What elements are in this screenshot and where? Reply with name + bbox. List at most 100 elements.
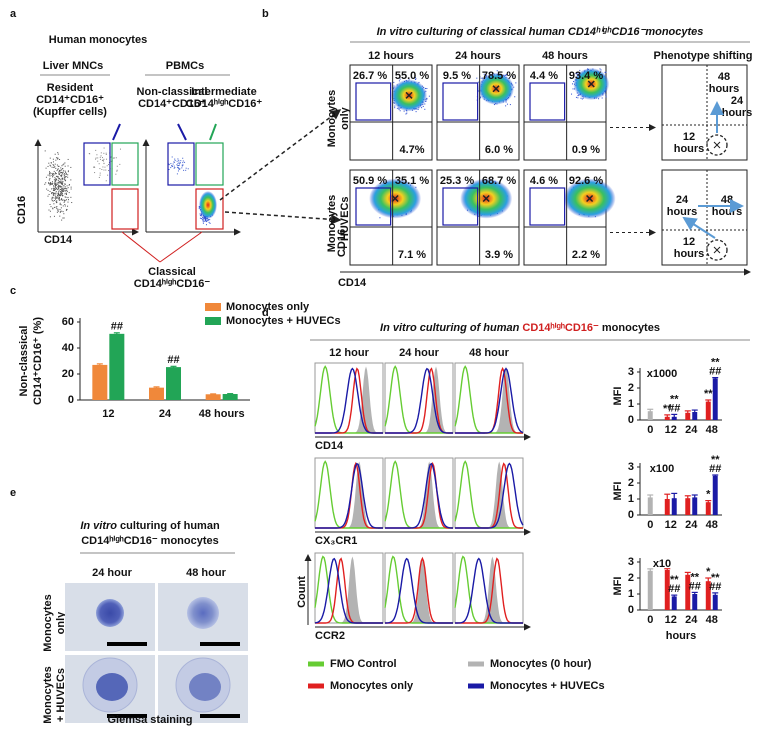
event-dot xyxy=(99,168,101,170)
column-title: 48 hour xyxy=(469,347,509,359)
histogram-frame xyxy=(454,362,524,434)
event-dot xyxy=(394,107,396,109)
event-dot xyxy=(47,165,49,167)
event-dot xyxy=(70,166,72,168)
significance: ## xyxy=(167,354,179,366)
event-dot xyxy=(55,201,57,203)
event-dot xyxy=(51,193,53,195)
event-dot xyxy=(64,193,66,195)
panel-title: In vitro culturing of human CD14ʰⁱᵍʰCD16… xyxy=(380,321,660,334)
event-dot xyxy=(51,200,53,202)
event-dot xyxy=(184,161,186,163)
event-dot xyxy=(52,187,54,189)
bar xyxy=(109,333,125,400)
event-dot xyxy=(204,219,206,221)
event-dot xyxy=(414,77,416,79)
event-dot xyxy=(605,96,607,98)
bar xyxy=(705,401,711,420)
event-dot xyxy=(57,177,59,179)
event-dot xyxy=(178,168,180,170)
event-dot xyxy=(571,93,573,95)
y-tick-label: 3 xyxy=(628,556,634,568)
y-axis-label: Non-classical xyxy=(18,326,30,397)
event-dot xyxy=(53,195,55,197)
scale-bar xyxy=(200,714,240,718)
line xyxy=(405,91,413,99)
event-dot xyxy=(60,204,62,206)
row-label: + HUVECs xyxy=(55,668,67,722)
event-dot xyxy=(50,181,52,183)
event-dot xyxy=(102,157,104,159)
x-tick-label: 0 xyxy=(647,519,653,531)
event-dot xyxy=(59,182,61,184)
event-dot xyxy=(50,165,52,167)
row-label: Monocytes xyxy=(326,195,338,252)
event-dot xyxy=(65,187,67,189)
event-dot xyxy=(70,196,72,198)
event-dot xyxy=(52,172,54,174)
event-dot xyxy=(58,178,60,180)
event-dot xyxy=(576,73,578,75)
density xyxy=(199,191,217,219)
x-tick-label: 12 xyxy=(665,519,677,531)
event-dot xyxy=(200,214,202,216)
event-dot xyxy=(399,78,401,80)
event-dot xyxy=(57,186,59,188)
event-dot xyxy=(62,205,64,207)
event-dot xyxy=(65,172,67,174)
event-dot xyxy=(66,185,68,187)
event-dot xyxy=(61,175,63,177)
event-dot xyxy=(64,200,66,202)
event-dot xyxy=(44,150,46,152)
quadrant-percent: 50.9 % xyxy=(353,175,387,187)
event-dot xyxy=(68,184,70,186)
event-dot xyxy=(59,195,61,197)
line xyxy=(177,123,187,141)
event-dot xyxy=(424,103,426,105)
event-dot xyxy=(205,224,207,226)
cell xyxy=(96,599,124,627)
bar xyxy=(692,594,698,610)
event-dot xyxy=(55,179,57,181)
bar xyxy=(685,574,691,610)
event-dot xyxy=(57,165,59,167)
bar xyxy=(685,498,691,515)
quadrant-percent: 35.1 % xyxy=(395,175,429,187)
event-dot xyxy=(56,211,58,213)
line xyxy=(682,216,716,239)
event-dot xyxy=(103,169,105,171)
event-dot xyxy=(107,174,109,176)
event-dot xyxy=(63,199,65,201)
event-dot xyxy=(58,188,60,190)
event-dot xyxy=(601,97,603,99)
label: 24 xyxy=(731,95,744,107)
event-dot xyxy=(182,157,184,159)
event-dot xyxy=(61,182,63,184)
line xyxy=(224,211,342,225)
event-dot xyxy=(116,165,118,167)
scale-bar xyxy=(200,642,240,646)
event-dot xyxy=(61,183,63,185)
legend-label: Monocytes + HUVECs xyxy=(490,680,605,692)
event-dot xyxy=(64,190,66,192)
event-dot xyxy=(62,178,64,180)
event-dot xyxy=(181,165,183,167)
event-dot xyxy=(56,206,58,208)
bar xyxy=(671,596,677,610)
axis-label: CD14 xyxy=(338,277,367,289)
event-dot xyxy=(56,200,58,202)
event-dot xyxy=(55,178,57,180)
event-dot xyxy=(101,159,103,161)
event-dot xyxy=(50,206,52,208)
gate xyxy=(355,187,392,226)
event-dot xyxy=(54,184,56,186)
significance: ** xyxy=(670,574,679,586)
legend-label: Monocytes + HUVECs xyxy=(226,315,341,327)
event-dot xyxy=(53,179,55,181)
event-dot xyxy=(178,159,180,161)
event-dot xyxy=(57,168,59,170)
event-dot xyxy=(52,208,54,210)
event-dot xyxy=(59,202,61,204)
line xyxy=(482,194,490,203)
quadrant-percent: 93.4 % xyxy=(569,70,603,82)
